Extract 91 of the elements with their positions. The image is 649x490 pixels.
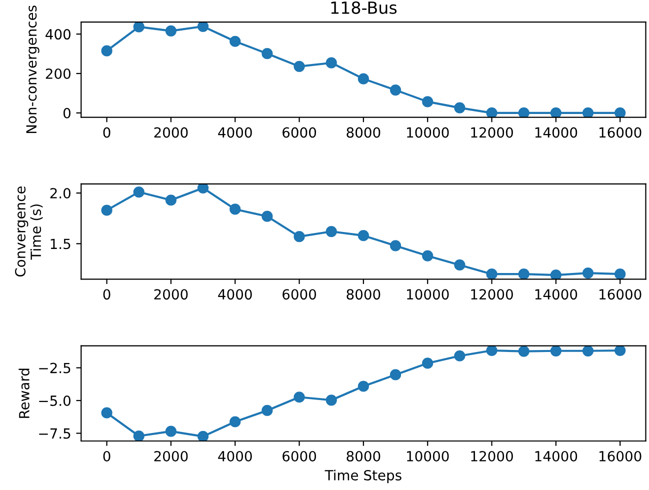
point	[486, 346, 498, 356]
point	[614, 107, 626, 118]
point	[165, 194, 177, 206]
point	[294, 60, 305, 72]
x-tick-label: 14000	[535, 450, 578, 462]
x-tick-label: 8000	[346, 289, 380, 300]
x-tick-label: 14000	[535, 127, 578, 138]
y-tick-label: 0	[63, 108, 70, 118]
point	[326, 57, 337, 68]
point	[262, 48, 273, 60]
x-tick-label: 6000	[282, 127, 316, 138]
point	[390, 240, 402, 252]
y-axis-title: Non-convergences	[26, 6, 40, 134]
point	[165, 426, 177, 437]
x-tick-label: 10000	[407, 127, 449, 138]
point	[582, 268, 594, 279]
point	[454, 350, 466, 362]
point	[326, 226, 337, 238]
point	[422, 96, 434, 108]
point	[358, 380, 369, 392]
x-tick-label: 0	[103, 289, 110, 300]
point	[133, 186, 144, 198]
x-tick-label: 12000	[471, 127, 513, 138]
point	[518, 107, 530, 118]
point	[197, 184, 209, 194]
y-tick-label: −5.0	[39, 396, 70, 406]
point	[197, 22, 209, 32]
point	[422, 250, 434, 262]
point	[197, 430, 209, 441]
point	[294, 392, 305, 403]
x-tick-label: 16000	[600, 450, 642, 462]
x-tick-label: 8000	[346, 450, 380, 462]
x-tick-label: 2000	[154, 127, 188, 138]
point	[550, 270, 562, 280]
point	[486, 268, 498, 280]
point	[230, 204, 241, 215]
point	[101, 45, 112, 56]
point	[101, 204, 112, 216]
x-tick-label: 4000	[218, 450, 252, 462]
point	[518, 268, 530, 280]
point	[518, 346, 530, 357]
point	[262, 210, 273, 222]
point	[390, 84, 402, 96]
point	[165, 25, 177, 36]
point	[582, 107, 594, 118]
point	[230, 416, 241, 428]
point	[614, 346, 626, 356]
point	[133, 22, 144, 32]
x-tick-label: 4000	[218, 127, 252, 138]
x-tick-label: 0	[103, 450, 110, 462]
y-tick-label: 2.0	[50, 188, 70, 199]
x-tick-label: 12000	[471, 289, 513, 300]
point	[133, 430, 144, 441]
point	[326, 394, 337, 406]
point	[550, 346, 562, 356]
x-axis-title: Time Steps	[324, 470, 402, 484]
point	[262, 404, 273, 416]
x-tick-label: 0	[103, 127, 110, 138]
x-tick-label: 6000	[282, 450, 316, 462]
point	[358, 73, 369, 84]
x-tick-label: 4000	[218, 289, 252, 300]
point	[422, 358, 434, 369]
x-tick-label: 6000	[282, 289, 316, 300]
y-tick-label: −7.5	[39, 428, 70, 439]
y-tick-label: 200	[46, 68, 70, 79]
x-tick-label: 10000	[407, 289, 449, 300]
x-tick-label: 14000	[535, 289, 578, 300]
chart-title: 118-Bus	[331, 1, 397, 14]
point	[614, 268, 626, 280]
point	[454, 102, 466, 114]
y-tick-label: 1.5	[50, 238, 70, 250]
point	[358, 230, 369, 242]
y-tick-label: 400	[46, 29, 70, 40]
point	[454, 259, 466, 271]
point	[390, 369, 402, 380]
point	[550, 107, 562, 118]
point	[486, 107, 498, 118]
point	[101, 407, 112, 418]
point	[582, 346, 594, 356]
y-axis-title: Reward	[18, 368, 30, 418]
x-tick-label: 16000	[600, 289, 642, 300]
x-tick-label: 12000	[471, 450, 513, 462]
point	[294, 231, 305, 242]
point	[230, 36, 241, 47]
x-tick-label: 2000	[154, 450, 188, 462]
x-tick-label: 2000	[154, 289, 188, 300]
y-tick-label: −2.5	[39, 362, 70, 374]
x-tick-label: 8000	[346, 127, 380, 138]
y-axis-title: Convergence Time (s)	[15, 186, 43, 277]
x-tick-label: 16000	[600, 127, 642, 138]
x-tick-label: 10000	[407, 450, 449, 462]
